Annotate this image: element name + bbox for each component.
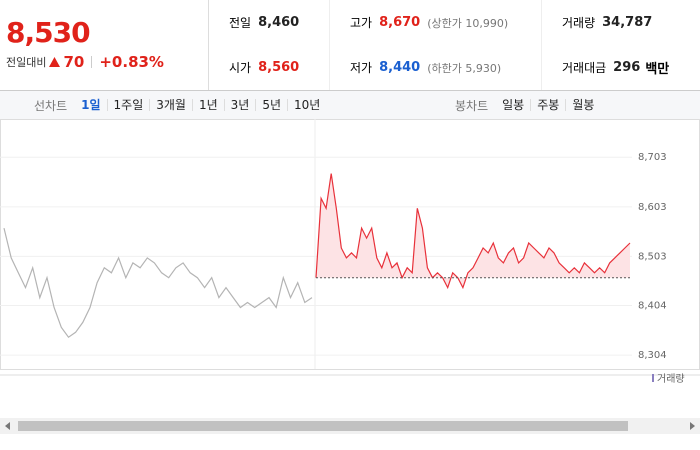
stat-value: 296 xyxy=(613,60,641,75)
tab[interactable]: 1일 xyxy=(81,98,101,112)
line xyxy=(315,173,631,290)
stat-note: (하한가 5,930) xyxy=(427,61,502,75)
candle-tabs: 봉차트 일봉 주봉 월봉 xyxy=(455,91,600,119)
price: 8,530 xyxy=(6,16,91,49)
stat-value: 8,460 xyxy=(258,15,300,30)
change-rate: +0.83% xyxy=(99,53,164,71)
stat-label: 거래량 xyxy=(562,16,596,30)
y-tick-label: 8,603 xyxy=(638,202,667,213)
tab[interactable]: 1주일 xyxy=(106,99,150,111)
stats: 전일 8,460 고가 8,670 (상한가 10,990) 거래량 34,787 시가 8,5… xyxy=(208,0,700,90)
tab[interactable]: 일봉 xyxy=(502,98,525,112)
tab-label: 선차트 xyxy=(34,98,68,113)
y-tick-label: 8,703 xyxy=(638,152,667,163)
scroll-right xyxy=(690,422,695,430)
stat-label: 저가 xyxy=(350,61,373,75)
tab-label: 봉차트 xyxy=(455,98,489,113)
stat-label: 고가 xyxy=(350,16,373,30)
up-icon xyxy=(49,57,61,67)
stat-value: 8,560 xyxy=(258,60,300,75)
area xyxy=(316,173,630,288)
volume-legend: 거래량 xyxy=(657,373,685,385)
stat: 전일 8,460 xyxy=(209,0,329,45)
stat-value: 8,440 xyxy=(379,60,421,75)
stat: 시가 8,560 xyxy=(209,45,329,90)
stat: 고가 8,670 (상한가 10,990) xyxy=(329,0,541,45)
divider xyxy=(91,56,93,68)
scroll-left xyxy=(5,422,10,430)
stat: 거래대금 296 백만 xyxy=(541,45,700,90)
tab[interactable]: 1년 xyxy=(191,99,224,111)
tab-bar: 선차트 1일 1주일 3개월 1년 3년 5년 10년 봉차트 일봉 주봉 월봉 xyxy=(0,90,700,120)
stat-value: 34,787 xyxy=(602,15,653,30)
tab[interactable]: 10년 xyxy=(287,99,326,111)
stat-label: 시가 xyxy=(229,61,252,75)
stat: 저가 8,440 (하한가 5,930) xyxy=(329,45,541,90)
tab[interactable]: 3년 xyxy=(223,99,256,111)
tab[interactable]: 월봉 xyxy=(565,99,600,111)
tab[interactable]: 주봉 xyxy=(530,99,565,111)
y-tick-label: 8,304 xyxy=(638,350,667,361)
stat-label: 거래대금 xyxy=(562,61,607,75)
y-tick-label: 8,404 xyxy=(638,300,667,311)
line-tabs: 선차트 1일 1주일 3개월 1년 3년 5년 10년 xyxy=(34,91,326,119)
volume-legend-icon xyxy=(652,374,654,382)
stat: 거래량 34,787 xyxy=(541,0,700,45)
stat-unit: 백만 xyxy=(645,62,670,77)
stat-value: 8,670 xyxy=(379,15,421,30)
change: 전일대비 70 +0.83% xyxy=(6,53,164,71)
change-value: 70 xyxy=(63,53,85,71)
stat-note: (상한가 10,990) xyxy=(427,16,509,30)
scroll-thumb xyxy=(18,421,628,431)
tab[interactable]: 3개월 xyxy=(149,99,192,111)
chart: 8,703 8,603 8,503 8,404 8,304 거래량 xyxy=(0,119,700,434)
y-tick-label: 8,503 xyxy=(638,251,667,262)
tab[interactable]: 5년 xyxy=(255,99,287,111)
change-label: 전일대비 xyxy=(6,56,47,69)
line xyxy=(3,227,313,339)
stat-label: 전일 xyxy=(229,16,252,30)
